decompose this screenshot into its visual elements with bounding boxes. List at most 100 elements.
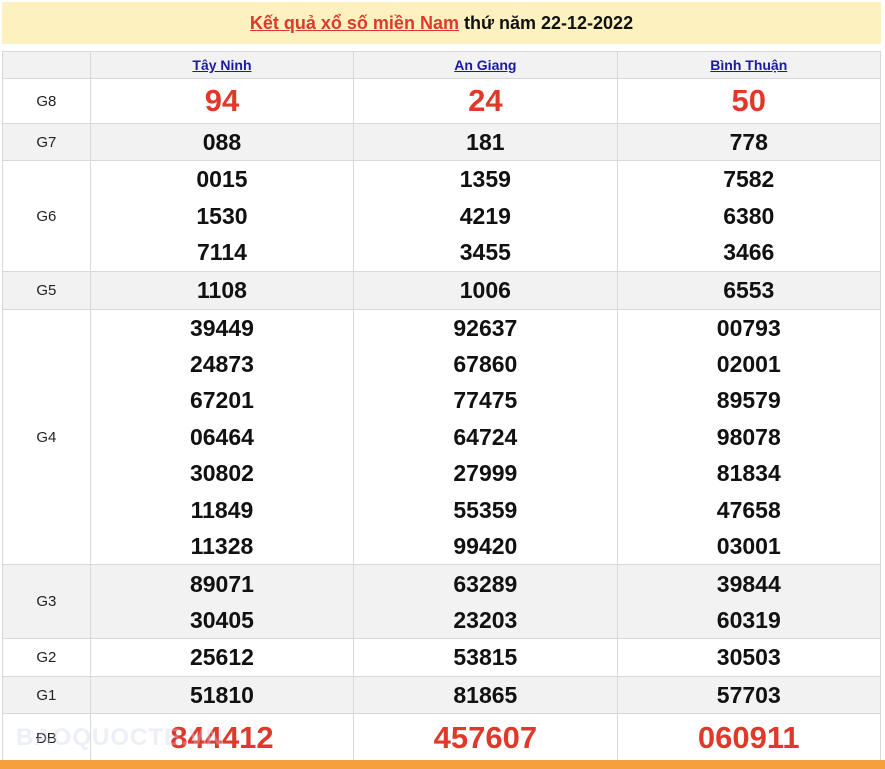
prize-number: 92637 <box>453 314 518 341</box>
prize-number: 0015 <box>196 166 248 193</box>
prize-row: ĐB 844412 457607 060911 <box>2 713 882 764</box>
title-date: thứ năm 22-12-2022 <box>463 12 634 33</box>
province-header: An Giang <box>353 51 618 79</box>
prize-number: 06464 <box>189 423 254 450</box>
prize-number: 1530 <box>196 202 248 229</box>
prize-cell: 30503 <box>616 638 882 677</box>
watermark: BAOQUOCTE.VN <box>16 724 225 751</box>
prize-number: 81834 <box>716 460 781 487</box>
prize-number: 1359 <box>459 166 511 193</box>
prize-row: G4 39449 24873 67201 06464 30802 11849 11328 926… <box>2 308 882 566</box>
prize-cell: 25612 <box>89 638 355 677</box>
prize-row: G3 89071 30405 63289 23203 39844 60319 <box>2 564 882 640</box>
prize-cell: 6553 <box>616 270 882 310</box>
prize-label: G7 <box>2 122 91 162</box>
prize-number: 98078 <box>716 423 781 450</box>
prize-number: 4219 <box>459 202 511 229</box>
header-blank <box>2 51 91 79</box>
prize-number: 457607 <box>433 720 538 756</box>
prize-label: G5 <box>2 270 91 310</box>
prize-number: 25612 <box>189 644 254 671</box>
prize-number: 30405 <box>189 606 254 633</box>
prize-cell: 92637 67860 77475 64724 27999 55359 99420 <box>353 308 618 566</box>
prize-number: 1108 <box>197 276 247 303</box>
prize-cell: 94 <box>89 78 355 124</box>
prize-number: 7114 <box>197 239 247 266</box>
prize-number: 51810 <box>189 681 254 708</box>
prize-number: 6553 <box>723 276 775 303</box>
prize-number: 778 <box>729 129 768 155</box>
prize-number: 89579 <box>716 387 781 414</box>
prize-cell: 53815 <box>353 638 618 677</box>
prize-number: 24873 <box>189 351 254 378</box>
prize-row: G7 088 181 778 <box>2 122 882 162</box>
prize-cell: 088 <box>89 122 355 162</box>
prize-label: G3 <box>2 564 91 640</box>
prize-number: 63289 <box>453 570 518 597</box>
prize-number: 03001 <box>716 533 781 560</box>
prize-cell: 63289 23203 <box>353 564 618 640</box>
prize-cell: 89071 30405 <box>89 564 355 640</box>
prize-number: 844412 <box>170 720 274 756</box>
prize-row: G1 51810 81865 57703 <box>2 675 882 715</box>
prize-number: 55359 <box>453 496 518 523</box>
prize-number: 67860 <box>453 351 518 378</box>
prize-cell: 060911 <box>616 713 882 764</box>
prize-cell: 57703 <box>616 675 882 715</box>
results-title: Kết quả xổ số miền Nam thứ năm 22-12-202… <box>2 2 881 44</box>
prize-number: 00793 <box>716 314 781 341</box>
prize-cell: 81865 <box>353 675 618 715</box>
prize-label: G6 <box>2 160 91 272</box>
prize-cell: 457607 <box>353 713 618 764</box>
prize-label: G2 <box>2 638 91 677</box>
prize-cell: 778 <box>616 122 882 162</box>
prize-row: G6 0015 1530 7114 1359 4219 3455 7582 6380 3466 <box>2 160 882 272</box>
prize-number: 3466 <box>723 239 775 266</box>
prize-row: G8 94 24 50 <box>2 78 882 124</box>
prize-number: 39844 <box>716 570 781 597</box>
prize-cell: 24 <box>353 78 618 124</box>
prize-number: 27999 <box>453 460 518 487</box>
province-header: Bình Thuận <box>616 51 882 79</box>
prize-cell: 39844 60319 <box>616 564 882 640</box>
prize-number: 53815 <box>453 644 518 671</box>
prize-number: 11849 <box>190 496 254 523</box>
prize-number: 060911 <box>697 720 800 756</box>
prize-number: 6380 <box>723 202 775 229</box>
header-row: Tây Ninh An Giang Bình Thuận <box>2 51 882 79</box>
prize-number: 3455 <box>459 239 511 266</box>
prize-cell: 1006 <box>353 270 618 310</box>
prize-number: 181 <box>466 129 505 155</box>
prize-number: 30802 <box>189 460 254 487</box>
province-link[interactable]: Tây Ninh <box>192 57 252 73</box>
prize-label: G4 <box>2 308 91 566</box>
prize-cell: 1108 <box>89 270 355 310</box>
title-link[interactable]: Kết quả xổ số miền Nam <box>249 12 459 33</box>
prize-number: 89071 <box>189 570 254 597</box>
prize-number: 67201 <box>189 387 254 414</box>
province-link[interactable]: An Giang <box>454 57 517 73</box>
prize-number: 02001 <box>716 351 781 378</box>
prize-cell: 50 <box>616 78 882 124</box>
prize-cell: 844412 <box>89 713 355 764</box>
prize-number: 088 <box>202 129 242 155</box>
prize-number: 57703 <box>716 681 781 708</box>
prize-cell: 51810 <box>89 675 355 715</box>
prize-label: G1 <box>2 675 91 715</box>
province-link[interactable]: Bình Thuận <box>710 57 788 73</box>
prize-row: G2 25612 53815 30503 <box>2 638 882 677</box>
prize-cell: 0015 1530 7114 <box>89 160 355 272</box>
prize-cell: 181 <box>353 122 618 162</box>
prize-number: 23203 <box>453 606 518 633</box>
prize-cell: 39449 24873 67201 06464 30802 11849 11328 <box>89 308 355 566</box>
prize-number: 24 <box>468 83 503 118</box>
prize-number: 77475 <box>453 387 518 414</box>
footer-bar <box>0 760 885 769</box>
prize-number: 47658 <box>716 496 781 523</box>
prize-number: 99420 <box>453 533 518 560</box>
prize-label: ĐB <box>2 713 91 764</box>
prize-number: 1006 <box>459 276 511 303</box>
prize-label: G8 <box>2 78 91 124</box>
prize-row: G5 1108 1006 6553 <box>2 270 882 310</box>
prize-number: 60319 <box>716 606 781 633</box>
